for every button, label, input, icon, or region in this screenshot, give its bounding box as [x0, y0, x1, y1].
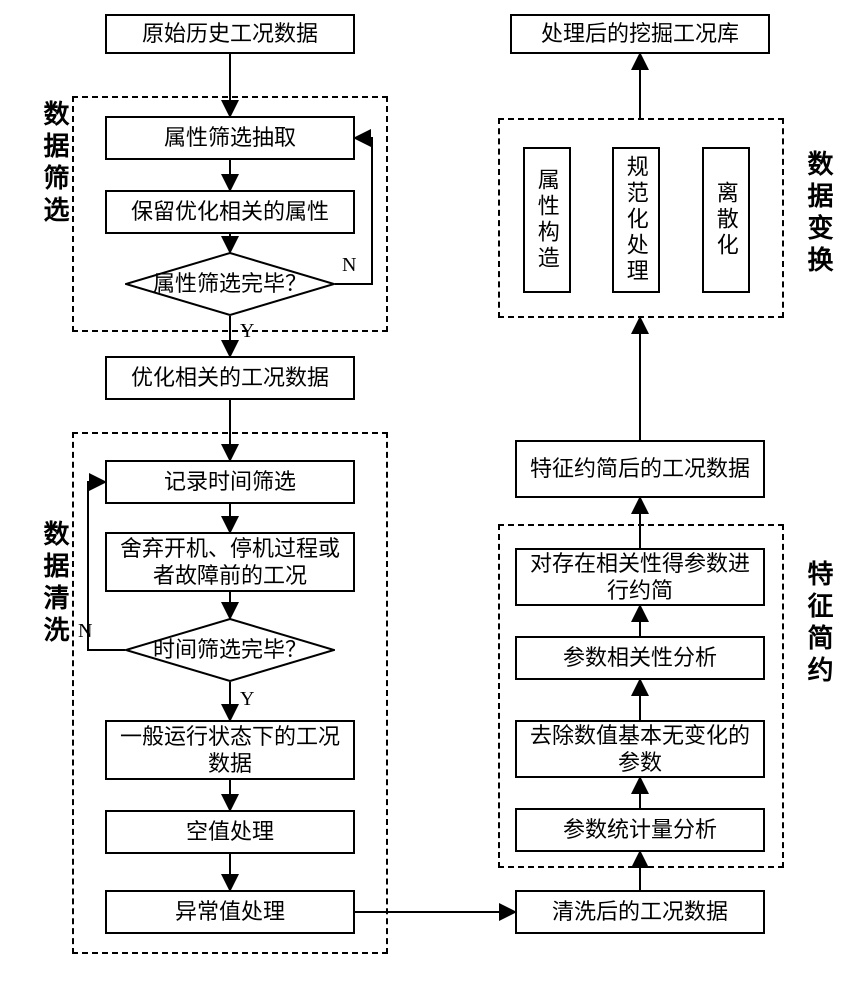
- node-normalize-label: 规范化处理: [622, 155, 650, 285]
- group-label-data-clean: 数据清洗: [36, 520, 73, 648]
- flowchart-canvas: 数据筛选 数据清洗 特征简约 数据变换 原始历史工况数据 属性筛选抽取 保留优化…: [0, 0, 865, 1000]
- decision-attr-done-label: 属性筛选完毕？: [125, 252, 335, 316]
- node-discretize-label: 离散化: [712, 181, 740, 259]
- group-data-clean: [72, 432, 388, 954]
- node-keep-opt-attrs: 保留优化相关的属性: [105, 190, 355, 234]
- node-attr-select: 属性筛选抽取: [105, 116, 355, 160]
- node-normal-data: 一般运行状态下的工况数据: [105, 720, 355, 780]
- node-raw-data: 原始历史工况数据: [105, 14, 355, 54]
- node-remove-static: 去除数值基本无变化的参数: [515, 720, 765, 778]
- group-label-data-filter: 数据筛选: [36, 100, 73, 228]
- decision-time-done-label: 时间筛选完毕？: [125, 618, 335, 682]
- node-reduce-corr: 对存在相关性得参数进行约简: [515, 548, 765, 606]
- node-null-handle: 空值处理: [105, 810, 355, 854]
- edge-label-n2: N: [78, 620, 92, 643]
- node-discard: 舍弃开机、停机过程或者故障前的工况: [105, 532, 355, 592]
- group-label-data-transform: 数据变换: [800, 150, 837, 278]
- node-correlation: 参数相关性分析: [515, 636, 765, 680]
- decision-time-done: 时间筛选完毕？: [125, 618, 335, 682]
- node-mined-db: 处理后的挖掘工况库: [510, 14, 770, 54]
- node-time-filter: 记录时间筛选: [105, 460, 355, 504]
- node-opt-data: 优化相关的工况数据: [105, 356, 355, 400]
- edge-label-y2: Y: [240, 688, 254, 711]
- node-cleaned-data: 清洗后的工况数据: [515, 890, 765, 934]
- node-reduced-data: 特征约简后的工况数据: [515, 440, 765, 498]
- group-label-feature-reduce: 特征简约: [800, 560, 837, 688]
- node-attr-construct-label: 属性构造: [533, 168, 561, 272]
- edge-label-y1: Y: [240, 320, 254, 343]
- node-normalize: 规范化处理: [612, 147, 660, 293]
- edge-label-n1: N: [342, 254, 356, 277]
- node-discretize: 离散化: [702, 147, 750, 293]
- node-statistic: 参数统计量分析: [515, 808, 765, 852]
- node-outlier-handle: 异常值处理: [105, 890, 355, 934]
- decision-attr-done: 属性筛选完毕？: [125, 252, 335, 316]
- node-attr-construct: 属性构造: [523, 147, 571, 293]
